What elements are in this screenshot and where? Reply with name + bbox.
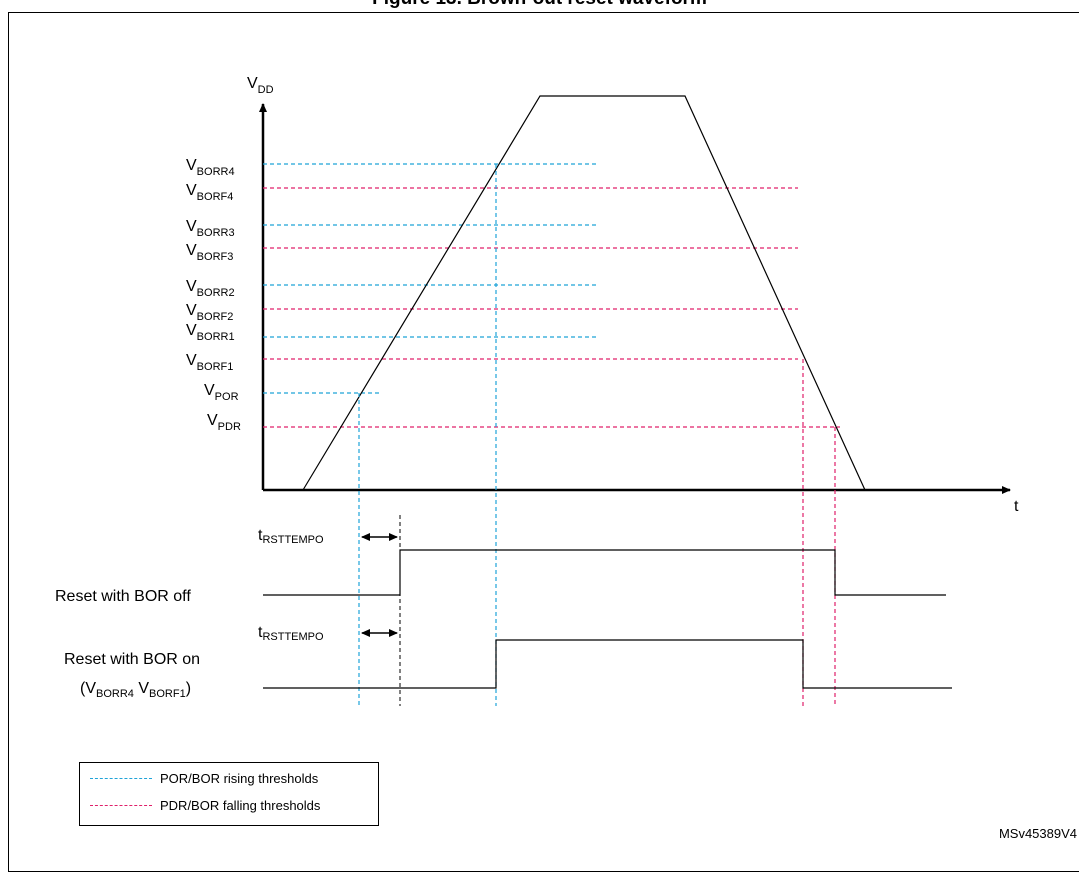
- reset-bor-on-thresholds: (VBORR4 VBORF1): [80, 680, 191, 700]
- threshold-label-borf3: VBORF3: [186, 242, 233, 263]
- y-axis-label: VDD: [247, 75, 274, 96]
- legend-falling: PDR/BOR falling thresholds: [90, 796, 320, 814]
- legend-rising: POR/BOR rising thresholds: [90, 769, 318, 787]
- legend-rising-label: POR/BOR rising thresholds: [160, 770, 319, 786]
- legend: POR/BOR rising thresholds PDR/BOR fallin…: [79, 762, 379, 826]
- reset-bor-off-label: Reset with BOR off: [55, 588, 191, 605]
- tempo-label-bor-off: tRSTTEMPO: [258, 527, 324, 546]
- reset-bor-on-label: Reset with BOR on: [64, 651, 200, 668]
- threshold-label-borf1: VBORF1: [186, 352, 233, 373]
- tempo-label-bor-on: tRSTTEMPO: [258, 624, 324, 643]
- reset-bor-on-waveform: [263, 639, 952, 689]
- threshold-label-borr3: VBORR3: [186, 218, 235, 239]
- legend-falling-swatch: [90, 804, 152, 806]
- threshold-label-borf4: VBORF4: [186, 182, 233, 203]
- threshold-label-pdr: VPDR: [207, 412, 241, 433]
- vdd-waveform: [302, 95, 866, 491]
- threshold-label-borr2: VBORR2: [186, 278, 235, 299]
- threshold-label-borr1: VBORR1: [186, 322, 235, 343]
- figure-title: Figure 13. Brown-out reset waveform: [0, 0, 1079, 10]
- reset-bor-off-waveform: [263, 549, 946, 596]
- threshold-label-borr4: VBORR4: [186, 157, 235, 178]
- threshold-label-por: VPOR: [204, 382, 239, 403]
- threshold-label-borf2: VBORF2: [186, 302, 233, 323]
- legend-falling-label: PDR/BOR falling thresholds: [160, 797, 321, 813]
- threshold-lines: VBORR4VBORF4VBORR3VBORF3VBORR2VBORF2VBOR…: [186, 157, 840, 433]
- waveform-diagram: VDD t VBORR4 VBORF4 VBORR3 VBORF3 VBORR2 VBOR…: [55, 75, 1019, 706]
- x-axis-label: t: [1014, 498, 1019, 515]
- guide-lines: [358, 164, 836, 706]
- legend-rising-swatch: [90, 777, 152, 779]
- figure-reference: MSv45389V4: [998, 826, 1077, 841]
